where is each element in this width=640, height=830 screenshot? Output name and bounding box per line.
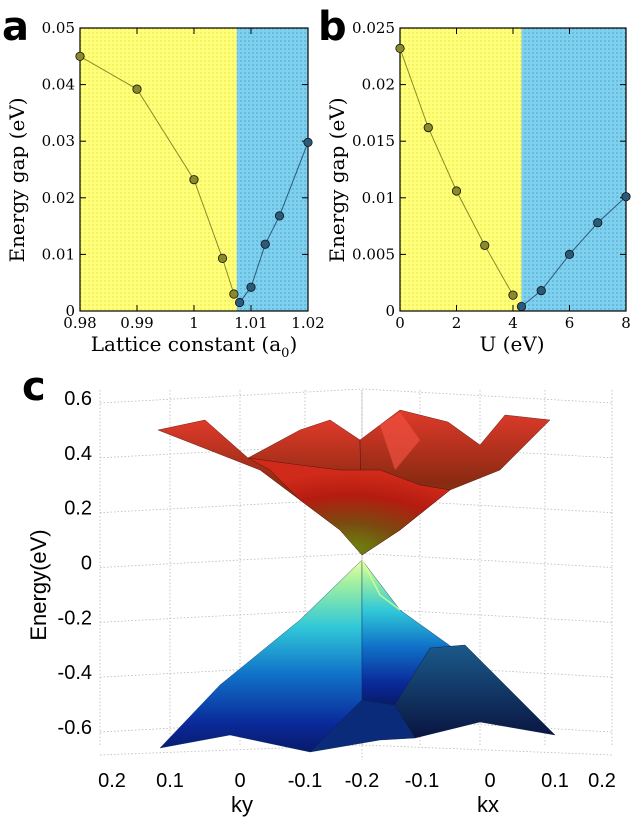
lower-band-highlight [361, 559, 401, 611]
panel-a-point [235, 297, 245, 308]
panel-c-ztick-label: 0 [81, 553, 92, 575]
panel-a-point [303, 137, 313, 147]
panel-c-ztick-label: 0.6 [64, 388, 92, 410]
panel-b-ytick-label: 0.015 [352, 132, 395, 150]
panel-c-ztick-label: 0.4 [64, 443, 92, 465]
panel-c-ztick-label: 0.2 [64, 498, 92, 520]
panel-c-base-ticks: 0.2 0.1 0 -0.1 -0.2 -0.1 0 0.1 0.2 [98, 770, 616, 792]
lower-band-bottom-face [309, 699, 416, 753]
panel-b-point [451, 186, 462, 196]
panel-b-point [621, 192, 631, 202]
panel-a-region-1 [236, 28, 308, 311]
panel-b-point [423, 123, 433, 133]
grid-line [361, 388, 613, 404]
panel-a-point [229, 289, 239, 299]
panel-a-ytick-label: 0.03 [42, 132, 75, 150]
panel-c-ky-label: ky [231, 792, 253, 817]
panel-a-ytick-label: 0.01 [42, 245, 75, 263]
panel-c-ky-tick-label: 0.2 [98, 770, 126, 792]
panel-a-point [189, 175, 199, 185]
panel-a-xtick-label: 0.98 [63, 314, 96, 332]
panel-a-ytick-label: 0.02 [42, 189, 75, 207]
panel-a-series [75, 51, 313, 308]
panel-label-a: a [2, 4, 29, 50]
upper-band-highlight [380, 412, 420, 470]
grid-line [361, 553, 613, 568]
panel-b-xtick-label: 2 [452, 314, 462, 332]
panel-c: c 0.60.40.20-0.2-0.4-0.6 Energy(eV) 0.2 0… [22, 364, 616, 817]
panel-a-regions [80, 28, 308, 311]
panel-a-xlabel: Lattice constant (a0) [91, 332, 298, 361]
panel-b-ytick-label: 0.005 [352, 245, 395, 263]
lower-band-left-face [159, 559, 363, 753]
panel-a-ytick-label: 0.05 [42, 19, 75, 37]
panel-c-kx-tick-label: 0.2 [588, 770, 616, 792]
panel-b-ytick-label: 0 [385, 302, 395, 320]
panel-a-xtick-label: 0.99 [120, 314, 153, 332]
panel-b-point [564, 249, 575, 259]
panel-a-ytick-label: 0 [65, 302, 75, 320]
upper-band-center-face [247, 457, 451, 556]
panel-b-ylabel: Energy gap (eV) [325, 97, 349, 262]
panel-c-ky-tick-label: -0.1 [288, 770, 322, 792]
panel-b-point [480, 240, 490, 250]
panel-b-ytick-label: 0.02 [362, 76, 395, 94]
grid-line [99, 553, 363, 568]
panel-b-ticks: 0 2 4 6 8 0 0.005 0.01 0.015 0.02 0.025 [352, 19, 631, 332]
panel-a-point [217, 253, 228, 263]
panel-b-point [508, 290, 518, 300]
grid-line [99, 388, 363, 404]
panel-b-xlabel: U (eV) [479, 332, 544, 356]
panel-c-zlabel: Energy(eV) [26, 529, 51, 640]
panel-b-ytick-label: 0.01 [362, 189, 395, 207]
panel-b-xtick-label: 4 [508, 314, 518, 332]
panel-b-ytick-label: 0.025 [352, 19, 395, 37]
panel-c-zticks: 0.6 0.4 0.2 0 -0.2 -0.4 -0.6 [58, 388, 92, 739]
panel-a-xtick-label: 1.01 [234, 314, 267, 332]
panel-a-ylabel: Energy gap (eV) [5, 97, 29, 262]
panel-label-b: b [318, 4, 347, 50]
panel-c-ky-tick-label: 0.1 [156, 770, 184, 792]
panel-a-point [246, 282, 256, 292]
panel-b-series [395, 43, 631, 312]
panel-c-ztick-label: -0.4 [58, 662, 92, 684]
panel-b-regions [400, 28, 626, 311]
panel-a-point [132, 84, 142, 94]
panel-label-c: c [22, 364, 46, 410]
panel-b-point [536, 286, 546, 296]
panel-a-point [274, 211, 285, 221]
panel-a-ytick-label: 0.04 [42, 76, 75, 94]
panel-b-xtick-label: 6 [565, 314, 575, 332]
panel-b-point [593, 218, 603, 228]
panel-a-point [260, 239, 270, 249]
panel-a-point [75, 51, 85, 61]
panel-c-kx-tick-label: 0 [484, 770, 495, 792]
panel-c-kx-tick-label: 0.1 [541, 770, 569, 792]
panel-a-xtick-label: 1 [189, 314, 199, 332]
panel-b-region-0 [400, 28, 522, 311]
panel-c-kx-tick-label: -0.1 [405, 770, 439, 792]
panel-a-ticks: 0.98 0.99 1 1.01 1.02 0 0.01 0.02 0.03 0.04 0.05 [42, 19, 325, 332]
panel-a: a 0.98 0.99 1 1.01 1.02 0 0.01 0.02 0.03 0.04 0.05… [2, 4, 325, 361]
panel-b-region-1 [521, 28, 626, 311]
panel-b-point [395, 43, 405, 53]
panel-b-point [516, 301, 527, 312]
panel-c-ky-tick-label: -0.2 [345, 770, 379, 792]
upper-band-surface [157, 409, 551, 556]
panel-a-region-0 [80, 28, 237, 311]
panel-c-kx-label: kx [477, 792, 499, 817]
panel-b: b 0 2 4 6 8 0 0.005 0.01 0.015 0.02 0.025 Energy g… [318, 4, 631, 356]
panel-b-xtick-label: 8 [621, 314, 631, 332]
lower-band-surface [159, 559, 556, 753]
panel-c-ztick-label: -0.2 [58, 607, 92, 629]
panel-c-ztick-label: -0.6 [58, 717, 92, 739]
panel-c-ky-tick-label: 0 [234, 770, 245, 792]
panel-b-xtick-label: 0 [395, 314, 405, 332]
grid-line [361, 744, 613, 756]
panel-a-xtick-label: 1.02 [291, 314, 324, 332]
